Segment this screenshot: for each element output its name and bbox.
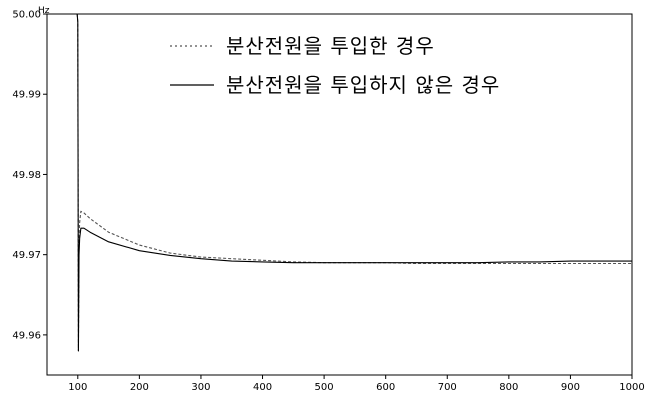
x-tick-label: 300 bbox=[191, 382, 210, 393]
series-line-1 bbox=[47, 13, 632, 352]
x-tick-label: 600 bbox=[376, 382, 395, 393]
legend-label-2: 분산전원을 투입하지 않은 경우 bbox=[226, 73, 500, 97]
x-tick-label: 500 bbox=[315, 382, 334, 393]
legend-label-1: 분산전원을 투입한 경우 bbox=[226, 34, 435, 58]
y-tick-label: 49.96 bbox=[12, 330, 41, 341]
y-tick-label: 49.98 bbox=[12, 170, 41, 181]
x-tick-label: 700 bbox=[438, 382, 457, 393]
y-axis-unit-label: Hz bbox=[38, 6, 50, 16]
y-tick-label: 49.97 bbox=[12, 250, 41, 261]
x-tick-label: 1000 bbox=[619, 382, 644, 393]
series-line-2 bbox=[47, 13, 632, 352]
plot-frame bbox=[46, 13, 633, 376]
y-tick-label: 49.99 bbox=[12, 90, 41, 101]
x-tick-label: 900 bbox=[561, 382, 580, 393]
y-tick-label: 50.00 bbox=[12, 10, 41, 21]
plot-area: 100 200 300 400 500 600 700 800 900 1000 50.00 49.9… bbox=[12, 10, 644, 394]
x-tick-label: 100 bbox=[68, 382, 87, 393]
x-tick-label: 200 bbox=[130, 382, 149, 393]
x-tick-label: 400 bbox=[253, 382, 272, 393]
x-tick-label: 800 bbox=[499, 382, 518, 393]
